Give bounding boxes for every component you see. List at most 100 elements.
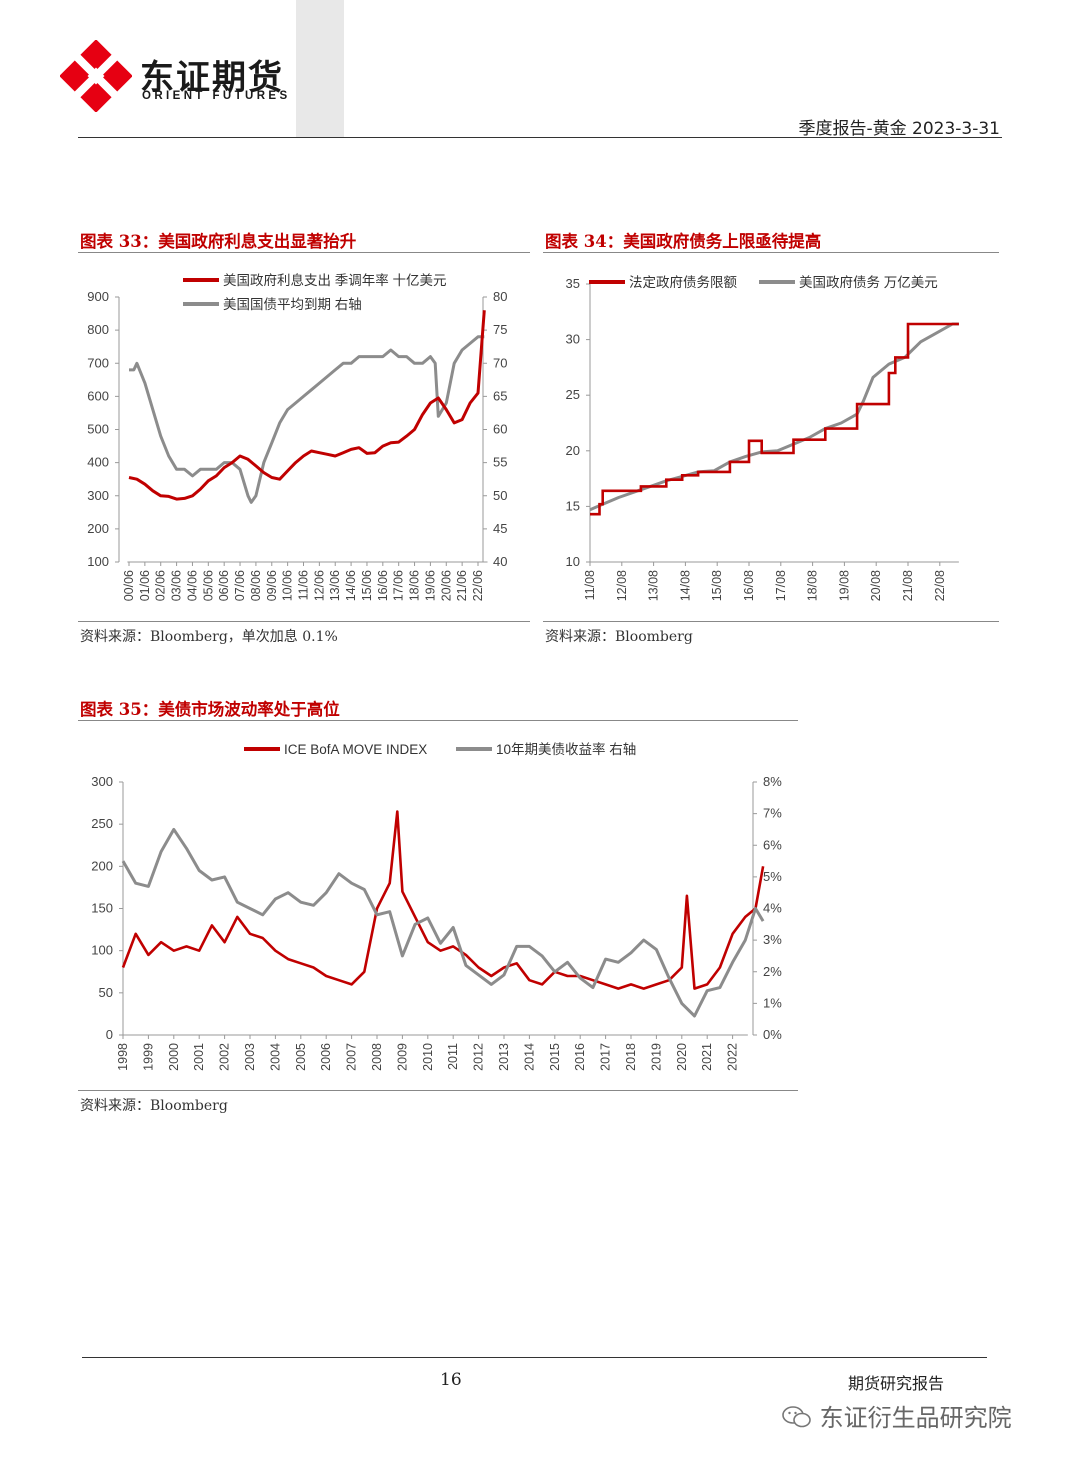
fig35-bottom-rule bbox=[78, 1090, 798, 1091]
fig34-bottom-rule bbox=[543, 621, 999, 622]
fig33-x-tick-label: 03/06 bbox=[170, 570, 184, 601]
fig33-legend-maturity-label: 美国国债平均到期 右轴 bbox=[223, 297, 362, 312]
fig35-x-tick-label: 2020 bbox=[675, 1043, 689, 1071]
fig33-x-tick-label: 17/06 bbox=[392, 570, 406, 601]
fig33-x-tick-label: 18/06 bbox=[408, 570, 422, 601]
fig35-x-tick-label: 2017 bbox=[599, 1043, 613, 1071]
fig35-x-tick-label: 2002 bbox=[218, 1043, 232, 1071]
fig35-x-tick-label: 2016 bbox=[573, 1043, 587, 1071]
fig35-x-tick-label: 2021 bbox=[700, 1043, 714, 1071]
fig33-x-tick-label: 20/06 bbox=[439, 570, 453, 601]
fig33-top-rule bbox=[78, 252, 530, 253]
wechat-icon bbox=[782, 1406, 812, 1428]
fig34-legend-limit-label: 法定政府债务限额 bbox=[629, 275, 737, 290]
fig33-legend-interest-label: 美国政府利息支出 季调年率 十亿美元 bbox=[223, 272, 447, 288]
fig33-right-tick-label: 55 bbox=[493, 455, 507, 470]
fig33-left-tick-label: 600 bbox=[87, 388, 109, 403]
fig33-right-tick-label: 65 bbox=[493, 388, 507, 403]
fig33-x-tick-label: 09/06 bbox=[265, 570, 279, 601]
fig35-left-tick-label: 50 bbox=[99, 985, 113, 1000]
fig35-x-tick-label: 1998 bbox=[116, 1043, 130, 1071]
page-number: 16 bbox=[440, 1370, 462, 1390]
fig34-x-tick-label: 14/08 bbox=[678, 570, 692, 601]
fig35-chart: 0 50 100 150 200 250 300 0% 1% 2% 3% 4% 5% 6% 7% 8% 1998… bbox=[91, 741, 782, 1071]
fig33-left-tick-label: 200 bbox=[87, 521, 109, 536]
fig35-left-tick-label: 0 bbox=[106, 1027, 113, 1042]
fig35-x-tick-label: 2006 bbox=[319, 1043, 333, 1071]
footer-divider bbox=[82, 1357, 987, 1358]
fig33-x-tick-label: 16/06 bbox=[376, 570, 390, 601]
fig35-x-tick-label: 2005 bbox=[294, 1043, 308, 1071]
fig33-left-tick-label: 800 bbox=[87, 322, 109, 337]
fig35-x-tick-label: 2015 bbox=[548, 1043, 562, 1071]
fig35-left-tick-label: 150 bbox=[91, 901, 113, 916]
fig33-x-tick-label: 10/06 bbox=[281, 570, 295, 601]
fig35-x-tick-label: 2008 bbox=[370, 1043, 384, 1071]
fig33-right-tick-label: 70 bbox=[493, 355, 507, 370]
fig34-x-tick-label: 19/08 bbox=[837, 570, 851, 601]
fig35-left-tick-label: 250 bbox=[91, 816, 113, 831]
fig33-x-tick-label: 21/06 bbox=[455, 570, 469, 601]
fig35-series-move-line bbox=[121, 810, 765, 990]
fig35-x-tick-label: 2019 bbox=[649, 1043, 663, 1071]
fig33-x-tick-label: 13/06 bbox=[328, 570, 342, 601]
fig33-x-tick-label: 08/06 bbox=[249, 570, 263, 601]
fig33-right-tick-label: 60 bbox=[493, 422, 507, 437]
fig33-right-tick-label: 45 bbox=[493, 521, 507, 536]
fig35-left-tick-label: 300 bbox=[91, 774, 113, 789]
fig35-x-tick-label: 2022 bbox=[726, 1043, 740, 1071]
fig34-left-tick-label: 30 bbox=[566, 332, 580, 347]
fig35-x-tick-label: 2007 bbox=[345, 1043, 359, 1071]
fig35-x-tick-label: 2009 bbox=[395, 1043, 409, 1071]
fig35-title: 图表 35：美债市场波动率处于高位 bbox=[80, 700, 340, 719]
fig35-right-tick-label: 3% bbox=[763, 932, 782, 947]
fig34-x-tick-label: 22/08 bbox=[933, 570, 947, 601]
footer-label: 期货研究报告 bbox=[848, 1374, 945, 1393]
fig33-x-tick-label: 00/06 bbox=[122, 570, 136, 601]
fig33-x-tick-label: 19/06 bbox=[423, 570, 437, 601]
fig35-x-tick-label: 2003 bbox=[243, 1043, 257, 1071]
wechat-watermark: 东证衍生品研究院 bbox=[782, 1398, 1012, 1433]
fig35-right-tick-label: 7% bbox=[763, 806, 782, 821]
fig35-right-tick-label: 6% bbox=[763, 837, 782, 852]
fig33-x-tick-label: 15/06 bbox=[360, 570, 374, 601]
fig35-legend-yield-label: 10年期美债收益率 右轴 bbox=[496, 741, 636, 757]
fig34-left-tick-label: 35 bbox=[566, 276, 580, 291]
fig34-x-tick-label: 15/08 bbox=[710, 570, 724, 601]
fig33-series-maturity-line bbox=[129, 335, 485, 504]
fig33-x-tick-label: 06/06 bbox=[217, 570, 231, 601]
fig33-x-tick-label: 14/06 bbox=[344, 570, 358, 601]
fig33-bottom-rule bbox=[78, 621, 530, 622]
fig34-x-tick-label: 18/08 bbox=[806, 570, 820, 601]
fig35-x-tick-label: 2001 bbox=[192, 1043, 206, 1071]
header-gray-band bbox=[296, 0, 344, 138]
fig35-right-tick-label: 2% bbox=[763, 964, 782, 979]
fig33-x-tick-label: 02/06 bbox=[154, 570, 168, 601]
fig35-x-tick-label: 1999 bbox=[141, 1043, 155, 1071]
fig33-left-tick-label: 100 bbox=[87, 554, 109, 569]
fig33-x-tick-label: 05/06 bbox=[201, 570, 215, 601]
fig35-x-tick-label: 2011 bbox=[446, 1043, 460, 1070]
fig35-legend-move-label: ICE BofA MOVE INDEX bbox=[284, 742, 427, 757]
fig35-x-tick-label: 2013 bbox=[497, 1043, 511, 1071]
report-title: 季度报告-黄金 2023-3-31 bbox=[798, 119, 1000, 139]
fig33-right-tick-label: 80 bbox=[493, 289, 507, 304]
fig33-x-tick-label: 01/06 bbox=[138, 570, 152, 601]
fig34-x-tick-label: 11/08 bbox=[583, 570, 597, 600]
fig33-title: 图表 33：美国政府利息支出显著抬升 bbox=[80, 232, 357, 251]
fig35-x-tick-label: 2010 bbox=[421, 1043, 435, 1071]
fig35-x-tick-label: 2018 bbox=[624, 1043, 638, 1071]
fig33-right-tick-label: 75 bbox=[493, 322, 507, 337]
fig35-x-tick-label: 2014 bbox=[522, 1043, 536, 1071]
fig33-x-tick-label: 07/06 bbox=[233, 570, 247, 601]
fig33-left-tick-label: 300 bbox=[87, 488, 109, 503]
fig33-source: 资料来源：Bloomberg，单次加息 0.1% bbox=[80, 629, 338, 645]
fig35-x-tick-label: 2004 bbox=[268, 1043, 282, 1071]
fig34-left-tick-label: 20 bbox=[566, 443, 580, 458]
orient-futures-logo-icon bbox=[60, 40, 132, 112]
fig34-x-tick-label: 16/08 bbox=[742, 570, 756, 601]
fig35-right-tick-label: 0% bbox=[763, 1027, 782, 1042]
fig34-series-limit-line bbox=[590, 322, 959, 516]
fig33-left-tick-label: 400 bbox=[87, 455, 109, 470]
fig34-series-debt-line bbox=[589, 322, 959, 512]
